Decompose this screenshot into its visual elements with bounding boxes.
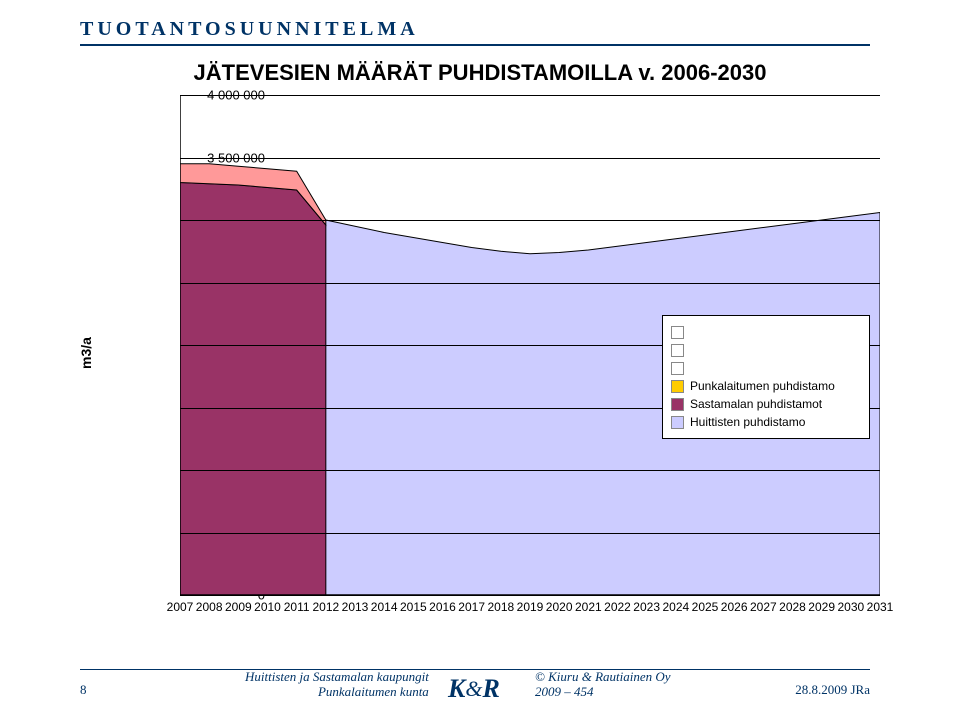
x-tick-label: 2008 (196, 600, 223, 614)
header-title: TUOTANTOSUUNNITELMA (80, 18, 419, 41)
footer-line (80, 669, 870, 670)
legend-row: Sastamalan puhdistamot (671, 396, 861, 412)
gridline (180, 95, 880, 96)
logo-k: K (448, 674, 465, 703)
x-tick-label: 2022 (604, 600, 631, 614)
x-tick-label: 2028 (779, 600, 806, 614)
legend-label: Sastamalan puhdistamot (690, 397, 822, 411)
x-tick-label: 2030 (837, 600, 864, 614)
x-tick-label: 2019 (517, 600, 544, 614)
footer-right: © Kiuru & Rautiainen Oy 2009 – 454 (535, 670, 671, 700)
legend-row: Huittisten puhdistamo (671, 414, 861, 430)
x-tick-label: 2025 (692, 600, 719, 614)
x-tick-label: 2010 (254, 600, 281, 614)
x-tick-label: 2007 (167, 600, 194, 614)
x-tick-label: 2020 (546, 600, 573, 614)
footer-page-number: 8 (80, 682, 87, 698)
header-underline (80, 44, 870, 46)
legend-label: Huittisten puhdistamo (690, 415, 805, 429)
x-tick-label: 2013 (342, 600, 369, 614)
x-tick-label: 2021 (575, 600, 602, 614)
x-tick-label: 2015 (400, 600, 427, 614)
logo-r: R (482, 674, 499, 703)
x-tick-label: 2016 (429, 600, 456, 614)
footer-right-line1: © Kiuru & Rautiainen Oy (535, 669, 671, 684)
legend-row-blank (671, 360, 861, 376)
legend-swatch (671, 416, 684, 429)
gridline (180, 470, 880, 471)
x-tick-label: 2018 (487, 600, 514, 614)
x-tick-label: 2017 (458, 600, 485, 614)
legend-swatch (671, 380, 684, 393)
x-tick-label: 2029 (808, 600, 835, 614)
footer-left-line1: Huittisten ja Sastamalan kaupungit (245, 669, 429, 684)
legend: Punkalaitumen puhdistamo Sastamalan puhdi… (662, 315, 870, 439)
legend-swatch-blank (671, 362, 684, 375)
chart-area: m3/a 0500 0001 000 0001 500 0002 000 000… (90, 95, 880, 643)
legend-row-blank (671, 324, 861, 340)
x-tick-label: 2026 (721, 600, 748, 614)
x-tick-label: 2012 (312, 600, 339, 614)
x-tick-label: 2031 (867, 600, 894, 614)
chart-title: JÄTEVESIEN MÄÄRÄT PUHDISTAMOILLA v. 2006… (0, 60, 960, 86)
gridline (180, 283, 880, 284)
x-tick-label: 2023 (633, 600, 660, 614)
footer-date: 28.8.2009 JRa (795, 682, 870, 698)
logo-amp: & (465, 676, 482, 701)
footer-right-line2: 2009 – 454 (535, 684, 594, 699)
legend-row-blank (671, 342, 861, 358)
footer-logo: K&R (448, 674, 500, 704)
x-tick-label: 2011 (284, 600, 310, 614)
x-tick-label: 2027 (750, 600, 777, 614)
gridline (180, 220, 880, 221)
gridline (180, 158, 880, 159)
plot-area: Punkalaitumen puhdistamo Sastamalan puhdi… (180, 95, 880, 595)
gridline (180, 595, 880, 596)
footer-left: Huittisten ja Sastamalan kaupungit Punka… (245, 670, 429, 700)
gridline (180, 533, 880, 534)
y-axis-label: m3/a (78, 337, 94, 369)
x-tick-label: 2009 (225, 600, 252, 614)
x-tick-label: 2024 (662, 600, 689, 614)
legend-row: Punkalaitumen puhdistamo (671, 378, 861, 394)
legend-swatch (671, 398, 684, 411)
legend-label: Punkalaitumen puhdistamo (690, 379, 835, 393)
x-tick-label: 2014 (371, 600, 398, 614)
legend-swatch-blank (671, 344, 684, 357)
footer-left-line2: Punkalaitumen kunta (318, 684, 429, 699)
legend-swatch-blank (671, 326, 684, 339)
